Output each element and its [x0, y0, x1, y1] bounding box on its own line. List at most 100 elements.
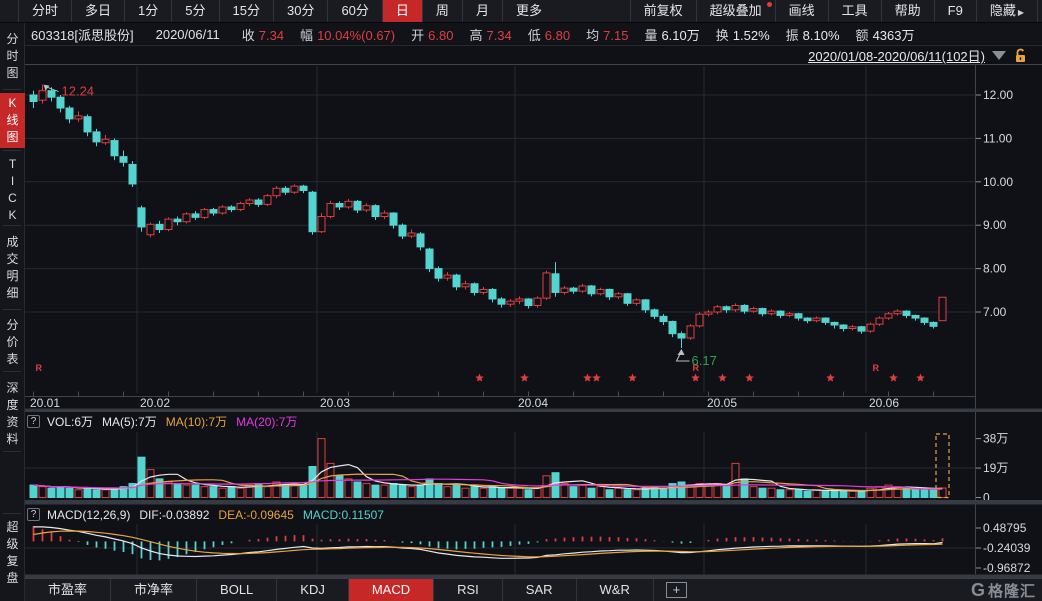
stock-code-name: 603318[派思股份]	[31, 27, 134, 43]
candle-body	[839, 324, 848, 329]
volume-bar	[857, 490, 866, 498]
toolbar-item-draw-line[interactable]: 画线	[774, 0, 828, 22]
indicator-value: DIF:-0.03892	[139, 507, 210, 522]
high-arrowhead	[43, 84, 50, 91]
volume-bar	[695, 483, 704, 498]
sidebar-tab-price-table[interactable]: 分价表	[6, 318, 19, 366]
candle-body	[218, 206, 227, 214]
candle-body	[758, 308, 767, 315]
sidebar-divider	[3, 309, 21, 310]
candle-body	[308, 191, 317, 233]
toolbar-item-period-week[interactable]: 周	[421, 0, 462, 22]
logo-g-glyph: G	[970, 579, 985, 600]
volume-bar	[29, 484, 38, 499]
help-icon[interactable]: ?	[27, 508, 40, 521]
tab-kdj[interactable]: KDJ	[277, 579, 349, 601]
period-menu: 分时 多日 1分 5分 15分 30分 60分日周月更多	[0, 0, 555, 22]
toolbar-item-period-day[interactable]: 日	[381, 0, 422, 22]
unlock-icon[interactable]	[1013, 48, 1028, 64]
macd-pane-header: ? MACD(12,26,9) DIF:-0.03892 DEA:-0.09645 M…	[27, 506, 393, 523]
volume-bar	[578, 484, 587, 499]
volume-bar	[758, 487, 767, 499]
candle-body	[326, 203, 335, 218]
volume-bar	[47, 487, 56, 499]
svg-text:20.05: 20.05	[707, 396, 737, 410]
volume-bar	[218, 487, 227, 499]
candle-body	[470, 283, 479, 293]
candle-body	[785, 313, 794, 316]
volume-bar	[236, 487, 245, 499]
sidebar-tab-trade-detail[interactable]: 成交明细	[6, 235, 19, 300]
svg-text:10.00: 10.00	[983, 175, 1013, 189]
help-icon[interactable]: ?	[27, 415, 40, 428]
tab-wr[interactable]: W&R	[577, 579, 654, 601]
volume-bar	[623, 489, 632, 498]
toolbar-item-super-overlay[interactable]: 超级叠加	[695, 0, 775, 22]
volume-bar	[344, 478, 353, 498]
add-indicator-button[interactable]: +	[665, 582, 687, 598]
candle-body	[632, 299, 641, 304]
candle-body	[101, 138, 110, 144]
candle-body	[515, 298, 524, 302]
chevron-down-icon[interactable]	[992, 51, 1006, 60]
date-range-label[interactable]: 2020/01/08-2020/06/11(102日)	[808, 49, 985, 64]
volume-bar	[389, 483, 398, 498]
toolbar-item-period-1min[interactable]: 1分	[124, 0, 171, 22]
sidebar-tab-depth-info[interactable]: 深度资料	[6, 381, 19, 446]
candle-body	[857, 326, 866, 332]
svg-text:8.00: 8.00	[983, 262, 1007, 276]
svg-text:19万: 19万	[983, 461, 1008, 475]
svg-text:-0.96872: -0.96872	[983, 561, 1031, 575]
tab-boll[interactable]: BOLL	[197, 579, 278, 601]
candle-body	[488, 288, 497, 300]
candle-body	[155, 223, 164, 231]
volume-bar	[272, 481, 281, 498]
expand-right-icon: ▶	[1017, 8, 1024, 17]
candle-body	[38, 90, 47, 101]
svg-text:20.06: 20.06	[869, 396, 899, 410]
toolbar-item-help[interactable]: 帮助	[880, 0, 934, 22]
quote-date: 2020/06/11	[155, 26, 220, 42]
chart-region: 12.00 11.00 10.00 9.00 8.00 7.00 20.01 20.02 20.…	[25, 46, 1042, 578]
candle-body	[830, 321, 839, 326]
candle-body	[704, 311, 713, 315]
sidebar-tab-time-chart[interactable]: 分时图	[6, 32, 19, 80]
quote-fields: 收 7.34 幅 10.04%(0.67) 开 6.80 高 7.34 低 6.80 均 7.15 量 6…	[242, 25, 931, 44]
candle-body	[506, 300, 515, 305]
candle-body	[677, 333, 686, 339]
toolbar-item-f9[interactable]: F9	[933, 0, 976, 22]
toolbar-item-period-5min[interactable]: 5分	[171, 0, 218, 22]
indicator-value: MACD:0.11507	[302, 507, 384, 522]
candle-body	[713, 306, 722, 313]
toolbar-item-period-15min[interactable]: 15分	[218, 0, 273, 22]
volume-bar	[470, 486, 479, 498]
tab-macd[interactable]: MACD	[348, 579, 435, 601]
tab-pb[interactable]: 市净率	[111, 579, 198, 601]
toolbar-item-tools[interactable]: 工具	[827, 0, 881, 22]
toolbar-item-period-60min[interactable]: 60分	[327, 0, 381, 22]
tab-rsi[interactable]: RSI	[434, 579, 503, 601]
toolbar-item-more-menu[interactable]: 更多	[501, 0, 555, 22]
volume-bar	[173, 483, 182, 498]
tab-sar[interactable]: SAR	[503, 579, 577, 601]
candle-body	[794, 313, 803, 319]
sidebar-tab-super-review[interactable]: 超级复盘	[6, 520, 19, 585]
toolbar-item-period-30min[interactable]: 30分	[272, 0, 327, 22]
kline-chart[interactable]: 12.00 11.00 10.00 9.00 8.00 7.00 20.01 20.02 20.…	[25, 46, 1042, 578]
sidebar-divider	[3, 513, 21, 514]
volume-bar	[119, 486, 128, 498]
tab-pe[interactable]: 市盈率	[25, 579, 112, 601]
svg-text:9.00: 9.00	[983, 218, 1007, 232]
toolbar-item-period-month[interactable]: 月	[461, 0, 502, 22]
volume-bar	[38, 486, 47, 498]
toolbar-item-hide[interactable]: 隐藏 ▶	[975, 0, 1038, 22]
toolbar-item-period-fenshi[interactable]: 分时	[18, 0, 71, 22]
toolbar-item-period-multiday[interactable]: 多日	[71, 0, 124, 22]
volume-bar	[794, 489, 803, 498]
volume-bar	[866, 487, 875, 499]
toolbar-item-forward-adjust[interactable]: 前复权	[629, 0, 696, 22]
sidebar-divider	[3, 89, 21, 90]
candle-body	[380, 212, 389, 218]
